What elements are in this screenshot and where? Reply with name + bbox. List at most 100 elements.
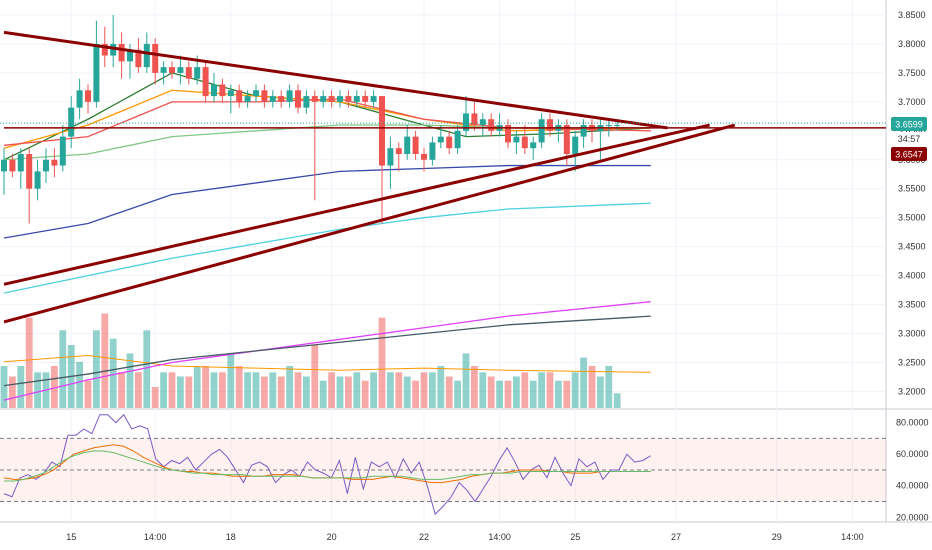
time-tick-label: 14:00 [488,532,511,542]
price-tick-label: 3.3500 [898,300,926,310]
volume-bar [151,387,159,408]
candle-body [437,136,444,143]
trend-line [3,30,668,130]
volume-bar [227,353,235,408]
candle-body [463,113,469,131]
volume-bar [25,317,33,408]
volume-bar [319,380,327,408]
volume-bar [252,372,260,408]
time-tick-label: 14:00 [841,532,864,542]
candle-body [328,96,335,102]
candle-body [513,136,520,143]
volume-bar [109,338,117,408]
rsi-tick-label: 20.0000 [896,512,929,522]
price-tick-label: 3.3000 [898,329,926,339]
volume-bar [378,317,386,408]
volume-bar [143,330,151,408]
volume-bar [118,372,125,408]
volume-bar [277,376,285,408]
volume-bar [328,372,335,408]
volume-bar [580,357,587,408]
volume-bar [529,380,537,408]
candle-body [505,125,511,143]
volume-bar [269,372,277,408]
candle-body [454,130,461,149]
candle-body [76,90,83,108]
candle-body [278,96,285,102]
volume-bar [235,366,243,408]
price-tick-label: 3.8000 [898,39,926,49]
volume-bar [135,372,142,408]
candle-body [118,43,125,62]
candle-body [152,43,159,73]
candle-body [404,136,411,154]
time-tick-label: 18 [226,532,236,542]
time-tick-label: 15 [66,532,76,542]
candle-body [345,96,352,102]
countdown-tag: 34:57 [891,132,927,145]
countdown-label: 34:57 [898,134,921,144]
volume-bar [504,380,512,408]
rsi-tick-label: 80.0000 [896,418,929,428]
volume-bar [93,330,100,408]
candle-body [429,142,436,160]
volume-bar [487,376,495,408]
volume-bar [17,366,25,408]
volume-bar [437,366,445,408]
volume-bar [286,366,293,408]
volume-bar [261,376,268,408]
volume-bar [454,380,461,408]
price-tick-label: 3.2500 [898,357,926,367]
candle-body [421,153,427,160]
price-tick-label: 3.5500 [898,184,926,194]
volume-bar [605,366,613,408]
candle-body [488,119,495,131]
volume-bar [513,376,520,408]
price-tick-label: 3.4500 [898,242,926,252]
volume-bar [193,366,201,408]
price-axis[interactable]: 3.85003.80003.75003.70003.65003.60003.55… [898,10,926,396]
candle-body [68,107,75,137]
candle-body [580,125,587,137]
rsi-tick-label: 60.0000 [896,449,929,459]
volume-bar [0,366,8,408]
candle-body [538,119,545,143]
volume-bar [546,372,554,408]
moving-average-line [3,301,651,401]
trend-lines[interactable] [0,30,886,324]
last-price-label: 3.6599 [895,120,923,130]
candle-body [521,136,528,149]
rsi-axis[interactable]: 80.0000 60.0000 40.0000 20.0000 [896,418,929,523]
candle-body [412,136,419,154]
candle-body [127,49,133,62]
candle-body [311,96,318,102]
candle-body [471,113,478,126]
volume-bar [613,393,621,408]
candle-body [1,159,7,172]
volume-bar [336,376,344,408]
candle-body [387,148,394,166]
volume-bar [395,372,403,408]
rsi-indicator [0,413,886,516]
moving-average-line [3,164,651,239]
volume-bar [168,372,176,408]
candle-body [185,67,192,79]
volume-bar [177,376,184,408]
moving-average-line [3,202,651,294]
candle-body [379,96,385,166]
candle-body [9,159,16,172]
volume-bar [538,372,545,408]
time-axis[interactable]: 15 14:00 18 20 22 14:00 25 27 29 14:00 [66,532,863,542]
last-price-tag: 3.6599 [891,117,927,131]
candle-body [370,96,377,102]
volume-bar [185,376,193,408]
volume-bar [445,376,453,408]
volume-bar [51,366,58,408]
candle-body [51,159,58,166]
candle-body [143,43,150,68]
candle-body [219,84,226,97]
volume-bar [84,380,92,408]
price-tick-label: 3.4000 [898,271,926,281]
candle-body [261,90,268,102]
